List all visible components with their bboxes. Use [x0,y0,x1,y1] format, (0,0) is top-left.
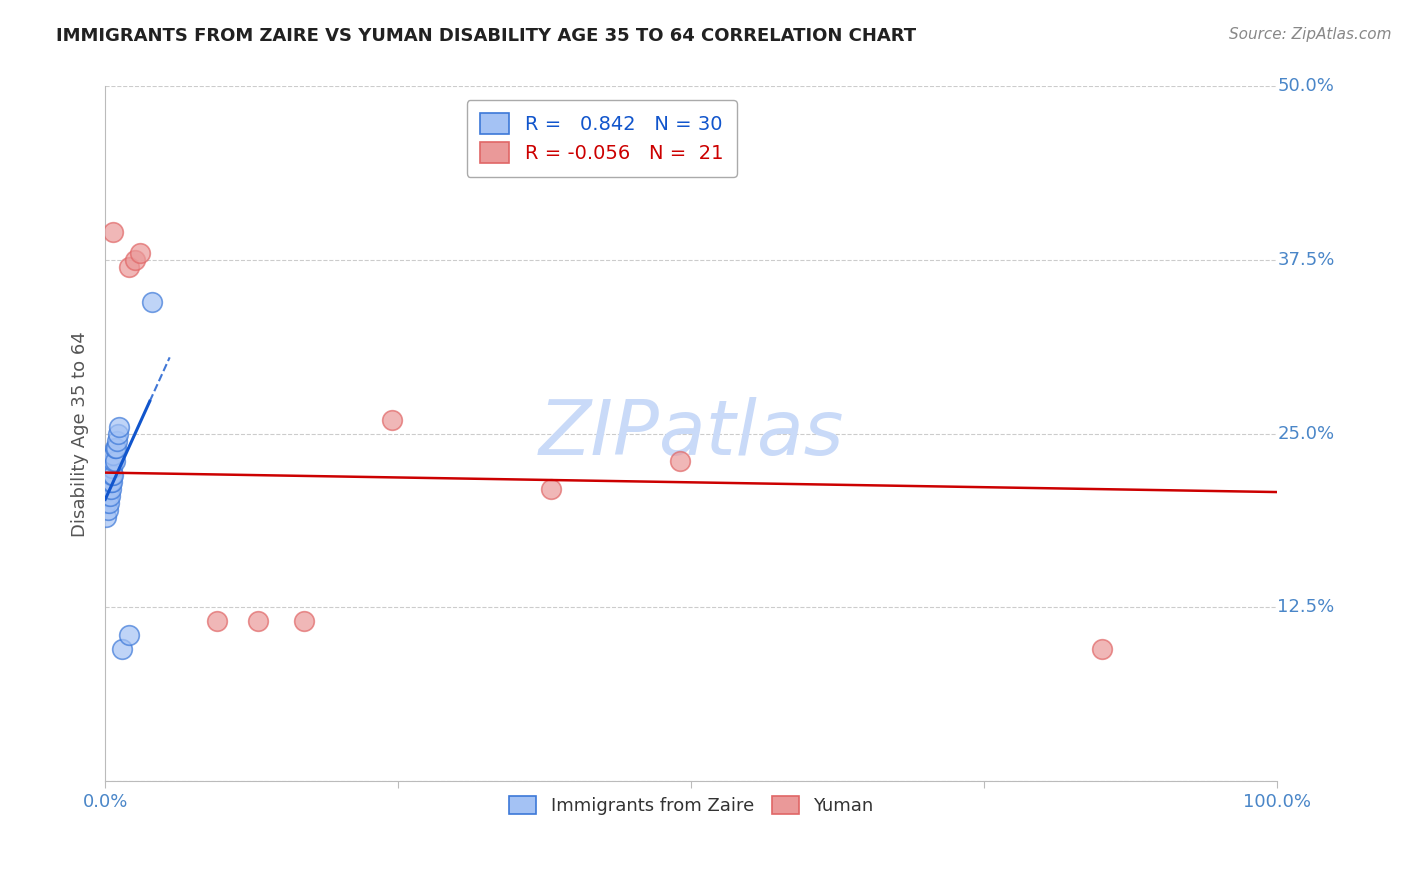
Text: 25.0%: 25.0% [1278,425,1334,442]
Point [100,461,122,475]
Point [96,475,118,490]
Point [101,461,124,475]
Point [104,441,127,455]
Point [118,260,141,274]
Point [101,475,124,490]
Point [141,294,163,309]
Point [97,496,120,510]
Point [100,475,122,490]
Text: 12.5%: 12.5% [1278,599,1334,616]
Point [96,503,118,517]
Point [103,448,125,462]
Legend: Immigrants from Zaire, Yuman: Immigrants from Zaire, Yuman [501,787,883,824]
Point [381,413,404,427]
Point [111,642,134,657]
Text: 50.0%: 50.0% [1278,78,1334,95]
Point [97,475,120,490]
Point [101,468,124,483]
Text: ZIPatlas: ZIPatlas [538,397,844,471]
Point [104,441,127,455]
Point [103,454,125,468]
Point [124,253,146,268]
Point [98,475,121,490]
Point [98,489,121,503]
Point [205,614,228,628]
Point [96,496,118,510]
Point [100,468,122,483]
Point [108,419,131,434]
Y-axis label: Disability Age 35 to 64: Disability Age 35 to 64 [72,331,89,537]
Point [129,246,152,260]
Point [96,489,118,503]
Point [294,614,316,628]
Point [100,483,122,497]
Point [105,434,128,448]
Point [96,510,118,524]
Point [98,468,121,483]
Text: 37.5%: 37.5% [1278,251,1334,269]
Point [97,483,120,497]
Point [107,426,129,441]
Point [1090,642,1112,657]
Text: Source: ZipAtlas.com: Source: ZipAtlas.com [1229,27,1392,42]
Point [104,454,127,468]
Text: IMMIGRANTS FROM ZAIRE VS YUMAN DISABILITY AGE 35 TO 64 CORRELATION CHART: IMMIGRANTS FROM ZAIRE VS YUMAN DISABILIT… [56,27,917,45]
Point [103,468,125,483]
Point [668,454,690,468]
Point [540,483,562,497]
Point [246,614,269,628]
Point [103,225,125,239]
Point [118,628,141,642]
